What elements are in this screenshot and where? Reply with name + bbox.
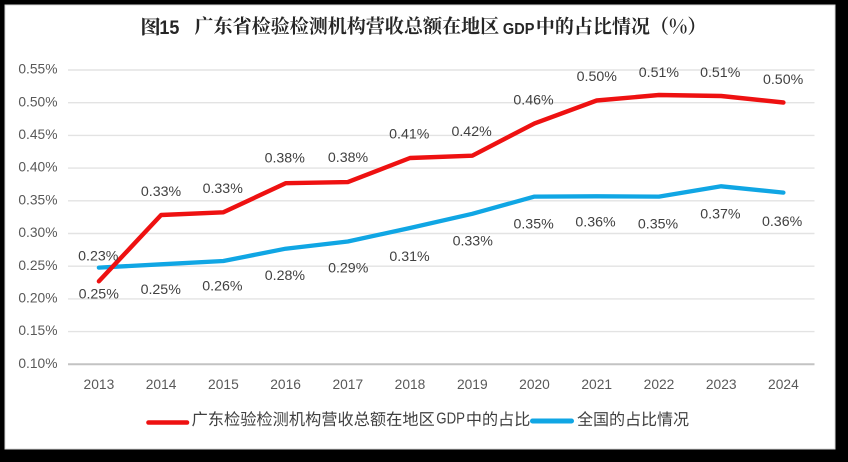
svg-text:2015: 2015: [208, 377, 239, 392]
svg-text:0.33%: 0.33%: [203, 181, 244, 197]
svg-text:2022: 2022: [644, 377, 675, 392]
svg-text:0.51%: 0.51%: [639, 65, 680, 81]
svg-text:0.50%: 0.50%: [763, 72, 804, 88]
svg-text:0.37%: 0.37%: [700, 206, 741, 222]
svg-text:0.25%: 0.25%: [141, 282, 182, 298]
svg-text:2014: 2014: [146, 377, 177, 392]
svg-text:2024: 2024: [768, 377, 799, 392]
svg-text:0.25%: 0.25%: [79, 287, 120, 303]
svg-text:0.41%: 0.41%: [389, 127, 430, 143]
svg-text:0.31%: 0.31%: [389, 249, 430, 265]
svg-text:0.10%: 0.10%: [18, 356, 57, 371]
svg-text:0.35%: 0.35%: [513, 217, 554, 233]
svg-text:0.50%: 0.50%: [18, 94, 57, 109]
svg-text:0.40%: 0.40%: [18, 160, 57, 175]
svg-text:GDP: GDP: [436, 411, 465, 428]
svg-text:2018: 2018: [395, 377, 426, 392]
svg-text:0.33%: 0.33%: [453, 234, 494, 250]
svg-text:2019: 2019: [457, 377, 488, 392]
svg-text:0.46%: 0.46%: [513, 92, 554, 108]
svg-text:2020: 2020: [519, 377, 550, 392]
svg-text:0.51%: 0.51%: [700, 65, 741, 81]
svg-text:0.30%: 0.30%: [18, 225, 57, 240]
svg-text:0.55%: 0.55%: [18, 62, 57, 77]
svg-text:0.42%: 0.42%: [451, 124, 492, 140]
svg-text:2021: 2021: [581, 377, 612, 392]
svg-text:2016: 2016: [270, 377, 301, 392]
svg-text:0.38%: 0.38%: [265, 151, 306, 167]
svg-text:0.50%: 0.50%: [577, 69, 618, 85]
svg-text:2017: 2017: [332, 377, 363, 392]
svg-text:0.23%: 0.23%: [78, 249, 119, 265]
svg-text:0.35%: 0.35%: [18, 192, 57, 207]
svg-text:0.38%: 0.38%: [328, 150, 369, 166]
svg-text:GDP: GDP: [503, 21, 535, 38]
svg-text:0.25%: 0.25%: [18, 258, 57, 273]
svg-text:0.29%: 0.29%: [328, 261, 369, 277]
svg-text:0.20%: 0.20%: [18, 291, 57, 306]
svg-text:2013: 2013: [84, 377, 115, 392]
svg-text:0.26%: 0.26%: [202, 279, 243, 295]
svg-text:0.33%: 0.33%: [141, 184, 182, 200]
svg-text:0.36%: 0.36%: [575, 214, 616, 230]
svg-text:15: 15: [159, 18, 179, 39]
svg-text:0.28%: 0.28%: [265, 268, 306, 284]
svg-text:0.35%: 0.35%: [638, 217, 679, 233]
svg-text:0.36%: 0.36%: [762, 214, 803, 230]
svg-text:0.45%: 0.45%: [18, 127, 57, 142]
svg-text:0.15%: 0.15%: [18, 323, 57, 338]
svg-text:2023: 2023: [706, 377, 737, 392]
